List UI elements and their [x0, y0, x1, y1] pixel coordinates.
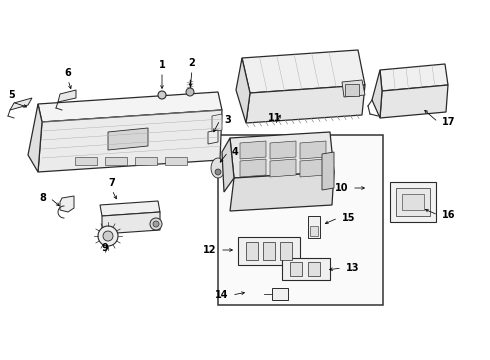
Text: 16: 16 [442, 210, 456, 220]
Polygon shape [270, 141, 296, 159]
Bar [135, 157, 157, 165]
Text: 4: 4 [232, 147, 239, 157]
Text: 11: 11 [268, 113, 282, 123]
Polygon shape [10, 98, 32, 110]
Polygon shape [222, 138, 234, 192]
Text: 15: 15 [342, 213, 356, 223]
Polygon shape [28, 104, 42, 172]
Polygon shape [100, 201, 160, 216]
Polygon shape [58, 90, 76, 102]
Bar [308, 262, 320, 276]
Polygon shape [380, 64, 448, 91]
Bar [280, 242, 292, 260]
Circle shape [153, 221, 159, 227]
Bar [396, 188, 430, 216]
Bar [402, 194, 424, 210]
Text: 13: 13 [346, 263, 360, 273]
Text: 17: 17 [442, 117, 456, 127]
Polygon shape [230, 132, 334, 178]
Polygon shape [208, 130, 218, 144]
Text: 14: 14 [215, 290, 228, 300]
Circle shape [103, 231, 113, 241]
Polygon shape [240, 141, 266, 159]
Bar [272, 288, 288, 300]
Text: 3: 3 [224, 115, 231, 125]
Bar [310, 226, 318, 236]
Text: 8: 8 [39, 193, 46, 203]
Bar [105, 157, 127, 165]
Bar [390, 182, 436, 222]
Polygon shape [212, 114, 222, 132]
Polygon shape [372, 70, 382, 118]
Polygon shape [108, 128, 148, 150]
Polygon shape [300, 159, 326, 177]
Circle shape [150, 218, 162, 230]
Polygon shape [230, 172, 334, 211]
Polygon shape [240, 159, 266, 177]
Bar [218, 135, 383, 305]
Polygon shape [270, 159, 296, 177]
Polygon shape [60, 196, 74, 212]
Circle shape [215, 169, 221, 175]
Bar [246, 242, 258, 260]
Text: 7: 7 [109, 178, 115, 188]
Bar [238, 237, 300, 265]
Bar [308, 216, 320, 238]
Text: 2: 2 [189, 58, 196, 68]
Polygon shape [38, 92, 222, 122]
Polygon shape [380, 85, 448, 118]
Bar [345, 84, 359, 96]
Polygon shape [211, 158, 225, 178]
Bar [75, 157, 97, 165]
Text: 9: 9 [101, 243, 108, 253]
Bar [290, 262, 302, 276]
Text: 1: 1 [159, 60, 165, 70]
Bar [165, 157, 187, 165]
Polygon shape [322, 152, 334, 190]
Text: 10: 10 [335, 183, 348, 193]
Circle shape [186, 88, 194, 96]
Polygon shape [38, 110, 222, 172]
Polygon shape [300, 141, 326, 159]
Bar [282, 258, 330, 280]
Circle shape [98, 226, 118, 246]
Polygon shape [236, 58, 250, 123]
Text: 5: 5 [9, 90, 15, 100]
Polygon shape [242, 50, 365, 93]
Polygon shape [246, 85, 365, 123]
Polygon shape [102, 212, 160, 234]
Text: 6: 6 [65, 68, 72, 78]
Circle shape [158, 91, 166, 99]
Polygon shape [342, 80, 365, 97]
Text: 12: 12 [202, 245, 216, 255]
Bar [263, 242, 275, 260]
